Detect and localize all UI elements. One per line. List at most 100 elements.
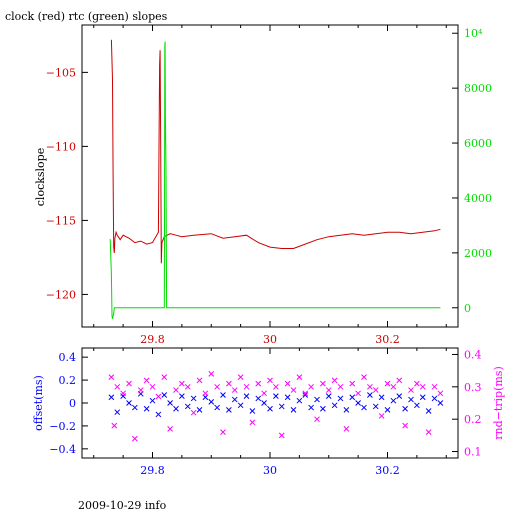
- slopes-series: [109, 39, 441, 319]
- offset-point: [237, 402, 244, 409]
- rnd-trip-point: [367, 383, 373, 390]
- rnd-trip-point: [255, 380, 262, 387]
- offset-point: [255, 395, 262, 402]
- rnd-trip-point: [149, 383, 156, 390]
- offset-point: [437, 400, 444, 406]
- chart-title: clock (red) rtc (green) slopes: [5, 10, 168, 23]
- slopes-right-tick-label: 10⁴: [464, 27, 483, 40]
- offset-left-tick-label: −0.4: [49, 443, 76, 456]
- slopes-left-tick-label: −110: [46, 140, 76, 153]
- rnd-trip-point: [196, 377, 203, 384]
- offset-series: [108, 371, 444, 442]
- rnd-trip-point: [290, 387, 297, 393]
- rnd-trip-point: [108, 374, 115, 380]
- rnd-trip-point: [226, 380, 232, 387]
- rnd-trip-point: [437, 390, 444, 397]
- offset-point: [419, 394, 426, 401]
- offset-point: [143, 405, 150, 412]
- offset-point: [320, 405, 326, 412]
- offset-point: [367, 392, 373, 398]
- slopes-right-tick-label: 6000: [464, 137, 492, 150]
- offset-right-tick-label: 0.1: [464, 446, 482, 459]
- rnd-trip-point: [120, 390, 126, 397]
- rnd-trip-point: [261, 390, 267, 397]
- offset-point: [267, 405, 273, 412]
- offset-x-axis: 29.8 30 30.2: [93, 348, 447, 477]
- rnd-trip-point: [184, 383, 191, 390]
- rnd-trip-point: [126, 380, 132, 387]
- offset-point: [249, 408, 256, 414]
- slopes-right-tick-label: 8000: [464, 82, 492, 95]
- offset-point: [149, 397, 156, 404]
- rnd-trip-point: [155, 393, 162, 400]
- rnd-trip-point: [190, 409, 197, 416]
- rnd-trip-point: [237, 374, 244, 380]
- rnd-trip-point: [349, 380, 356, 387]
- rnd-trip-point: [214, 383, 220, 390]
- rndtrip-axis-label: rnd−trip(ms): [492, 366, 505, 440]
- rnd-trip-point: [414, 380, 420, 387]
- rnd-trip-point: [173, 387, 179, 393]
- slopes-left-tick-label: −105: [46, 66, 76, 79]
- offset-x-tick-label: 30.2: [375, 464, 400, 477]
- slopes-left-tick-label: −120: [46, 288, 76, 301]
- rnd-trip-point: [408, 387, 414, 393]
- rnd-trip-point: [202, 390, 209, 397]
- rnd-trip-point: [343, 426, 350, 432]
- offset-point: [431, 395, 438, 402]
- rnd-trip-point: [402, 422, 408, 429]
- rnd-trip-point: [419, 383, 426, 390]
- slopes-plot-frame: [81, 24, 459, 328]
- offset-point: [208, 399, 215, 405]
- offset-point: [337, 395, 344, 402]
- offset-point: [196, 407, 203, 413]
- offset-point: [378, 394, 385, 401]
- offset-right-tick-label: 0.4: [464, 348, 482, 361]
- offset-right-tick-label: 0.2: [464, 413, 482, 426]
- offset-axis: −0.4 −0.2 0 0.2 0.4: [49, 351, 88, 456]
- offset-point: [278, 403, 285, 410]
- rnd-trip-point: [167, 426, 173, 432]
- offset-point: [231, 396, 238, 403]
- rnd-trip-point: [208, 371, 215, 377]
- offset-point: [126, 400, 132, 406]
- rnd-trip-point: [337, 383, 344, 390]
- rnd-trip-point: [325, 387, 332, 393]
- offset-point: [167, 400, 173, 406]
- offset-point: [314, 396, 320, 403]
- rnd-trip-point: [396, 377, 403, 384]
- rnd-trip-point: [361, 374, 367, 380]
- offset-point: [372, 403, 379, 410]
- rnd-trip-point: [161, 374, 168, 380]
- offset-point: [190, 395, 197, 402]
- rnd-trip-point: [378, 413, 385, 419]
- offset-point: [290, 407, 297, 413]
- clockslope-axis: −120 −115 −110 −105: [46, 66, 88, 301]
- rnd-trip-point: [425, 429, 432, 435]
- rnd-trip-point: [114, 383, 121, 390]
- offset-x-tick-label: 29.8: [140, 464, 165, 477]
- rnd-trip-point: [372, 387, 379, 393]
- rnd-trip-point: [220, 429, 226, 435]
- rtc-axis: 0 2000 4000 6000 8000 10⁴: [452, 27, 492, 315]
- offset-point: [132, 404, 138, 411]
- offset-point: [114, 409, 121, 416]
- offset-axis-label: offset(ms): [32, 375, 45, 431]
- rtc-series-line: [109, 41, 441, 319]
- rnd-trip-point: [431, 383, 438, 390]
- rnd-trip-point: [320, 380, 326, 387]
- offset-point: [226, 407, 232, 413]
- rnd-trip-point: [179, 380, 185, 387]
- clock-series-line: [110, 39, 441, 264]
- offset-left-tick-label: 0.2: [59, 374, 77, 387]
- slopes-x-tick-label: 29.8: [140, 333, 165, 346]
- rnd-trip-point: [243, 383, 250, 390]
- offset-point: [402, 405, 408, 412]
- rnd-trip-point: [132, 435, 138, 442]
- offset-plot-frame: [81, 347, 459, 459]
- offset-point: [349, 394, 356, 401]
- rnd-trip-point: [273, 383, 279, 390]
- offset-x-tick-label: 30: [263, 464, 277, 477]
